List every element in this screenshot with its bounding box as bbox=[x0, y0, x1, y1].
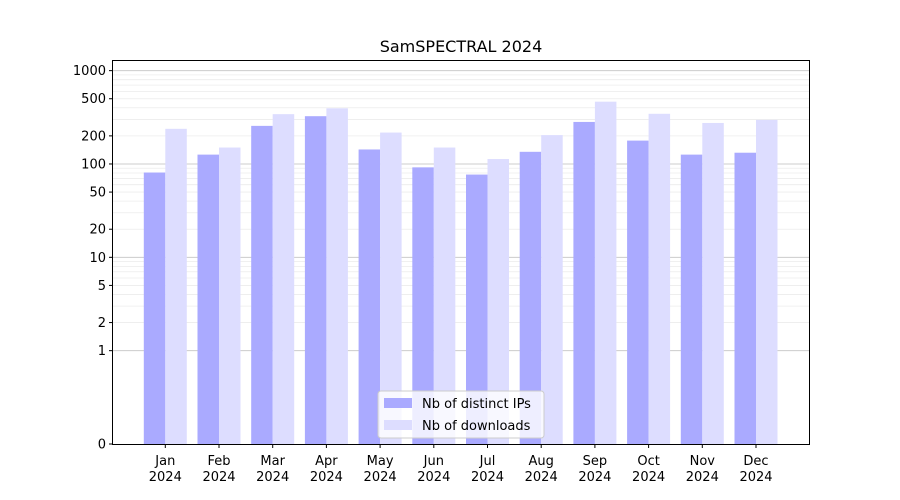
legend-swatch bbox=[384, 398, 412, 408]
bar-distinct-ips bbox=[358, 149, 381, 444]
bar-distinct-ips bbox=[197, 154, 219, 444]
chart-title: SamSPECTRAL 2024 bbox=[380, 37, 543, 56]
bar-distinct-ips bbox=[680, 154, 703, 444]
bar-distinct-ips bbox=[304, 116, 327, 444]
bar-downloads bbox=[648, 113, 671, 445]
x-tick-label-year: 2024 bbox=[686, 470, 719, 485]
legend-label: Nb of distinct IPs bbox=[422, 397, 531, 412]
bar-distinct-ips bbox=[412, 167, 434, 444]
bar-downloads bbox=[433, 147, 456, 444]
y-tick-label: 5 bbox=[98, 279, 106, 294]
bar-downloads bbox=[219, 147, 241, 444]
bar-downloads bbox=[326, 108, 348, 444]
legend-box bbox=[377, 390, 545, 439]
y-tick-label: 500 bbox=[81, 92, 106, 107]
x-tick-label-year: 2024 bbox=[471, 470, 504, 485]
bar-distinct-ips bbox=[466, 174, 488, 444]
x-tick-label-year: 2024 bbox=[202, 470, 235, 485]
y-tick-label: 100 bbox=[81, 157, 106, 172]
y-tick-label: 200 bbox=[81, 129, 106, 144]
bar-downloads bbox=[541, 135, 563, 444]
plot-frame bbox=[112, 60, 810, 445]
x-tick-label-month: Dec bbox=[743, 454, 768, 469]
x-tick-label-year: 2024 bbox=[632, 470, 665, 485]
x-tick-label-month: Aug bbox=[529, 454, 554, 469]
bar-downloads bbox=[756, 119, 778, 444]
bar-downloads bbox=[380, 132, 402, 445]
y-axis: 0 1 2 5 10 20 50 100 200 500 1000 bbox=[73, 64, 113, 453]
x-tick-label-month: Mar bbox=[260, 454, 285, 469]
bar-downloads bbox=[487, 159, 509, 445]
x-tick-label-month: Jun bbox=[423, 454, 444, 469]
x-tick-label-month: Jul bbox=[479, 454, 496, 469]
bar-distinct-ips bbox=[573, 121, 595, 444]
y-tick-label: 50 bbox=[89, 186, 106, 201]
x-tick-label-month: Sep bbox=[583, 454, 608, 469]
bars bbox=[143, 101, 778, 445]
x-tick-label-year: 2024 bbox=[578, 470, 611, 485]
bar-distinct-ips bbox=[251, 125, 273, 445]
x-tick-label-year: 2024 bbox=[525, 470, 558, 485]
legend-swatch bbox=[384, 420, 412, 430]
bar-downloads bbox=[594, 101, 617, 444]
x-tick-label-year: 2024 bbox=[310, 470, 343, 485]
bar-downloads bbox=[702, 122, 724, 444]
bar-downloads bbox=[165, 128, 187, 444]
legend: Nb of distinct IPs Nb of downloads bbox=[377, 390, 545, 439]
x-tick-label-year: 2024 bbox=[364, 470, 397, 485]
bar-distinct-ips bbox=[627, 140, 649, 444]
y-tick-label: 10 bbox=[89, 251, 106, 266]
y-tick-label: 20 bbox=[89, 223, 106, 238]
y-tick-label: 0 bbox=[98, 438, 106, 453]
x-tick-label-month: Feb bbox=[207, 454, 230, 469]
bar-distinct-ips bbox=[734, 152, 756, 444]
bar-distinct-ips bbox=[519, 151, 542, 444]
x-tick-label-year: 2024 bbox=[417, 470, 450, 485]
bar-downloads bbox=[272, 114, 295, 444]
x-tick-label-month: May bbox=[367, 454, 394, 469]
y-tick-label: 1000 bbox=[73, 64, 106, 79]
bar-distinct-ips bbox=[143, 172, 166, 445]
x-tick-label-month: Jan bbox=[154, 454, 175, 469]
x-tick-label-month: Apr bbox=[315, 454, 338, 469]
x-tick-label-year: 2024 bbox=[739, 470, 772, 485]
x-tick-label-month: Oct bbox=[637, 454, 659, 469]
x-tick-label-year: 2024 bbox=[149, 470, 182, 485]
x-axis: Jan2024Feb2024Mar2024Apr2024May2024Jun20… bbox=[149, 444, 773, 485]
x-tick-label-year: 2024 bbox=[256, 470, 289, 485]
y-tick-label: 1 bbox=[98, 344, 106, 359]
x-tick-label-month: Nov bbox=[690, 454, 716, 469]
y-tick-label: 2 bbox=[98, 316, 106, 331]
legend-label: Nb of downloads bbox=[422, 419, 531, 434]
